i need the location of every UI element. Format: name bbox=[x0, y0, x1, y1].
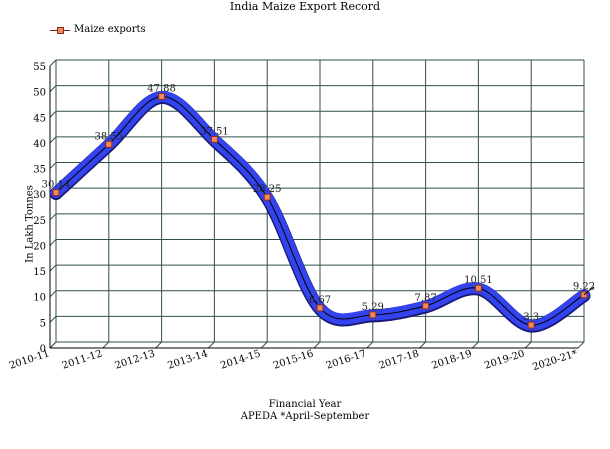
x-tick-label: 2012-13 bbox=[114, 348, 157, 371]
v-gridline-depth bbox=[49, 341, 57, 349]
x-tick-label: 2020-21* bbox=[531, 348, 579, 373]
data-point-marker bbox=[316, 304, 324, 312]
v-gridline-depth bbox=[313, 341, 321, 349]
data-point-marker bbox=[210, 135, 218, 143]
data-label: 28.25 bbox=[253, 184, 282, 195]
v-gridline-depth bbox=[419, 341, 426, 349]
v-gridline-depth bbox=[577, 341, 585, 349]
y-tick-label: 50 bbox=[33, 88, 46, 99]
x-tick-label: 2013-14 bbox=[166, 348, 209, 371]
data-label: 9.22 bbox=[573, 282, 595, 293]
h-gridline-depth bbox=[49, 59, 57, 67]
h-gridline-depth bbox=[49, 290, 57, 298]
x-tick-label: 2019-20 bbox=[483, 348, 526, 371]
v-gridline-depth bbox=[155, 341, 162, 349]
legend-marker-icon bbox=[50, 25, 70, 35]
data-point-marker bbox=[105, 140, 113, 148]
y-tick-label: 35 bbox=[33, 165, 46, 176]
data-label: 38.55 bbox=[94, 131, 123, 142]
data-label: 7.87 bbox=[414, 293, 436, 304]
y-tick-label: 20 bbox=[33, 241, 46, 252]
series-tail bbox=[583, 286, 595, 296]
h-gridline-depth bbox=[49, 213, 57, 221]
v-gridline-depth bbox=[260, 341, 268, 349]
y-tick-label: 15 bbox=[33, 267, 46, 278]
y-axis-label: In Lakh Tonnes bbox=[24, 185, 36, 263]
y-tick-label: 55 bbox=[33, 62, 46, 73]
data-label: 10.51 bbox=[464, 275, 493, 286]
data-label: 6.67 bbox=[309, 295, 331, 306]
h-gridline-depth bbox=[49, 264, 57, 272]
h-gridline-depth bbox=[49, 85, 57, 92]
y-tick-label: 10 bbox=[33, 293, 46, 304]
data-point-marker bbox=[474, 284, 482, 292]
x-tick-label: 2017-18 bbox=[378, 348, 421, 371]
v-gridline-depth bbox=[208, 341, 215, 349]
data-point-marker bbox=[263, 193, 271, 201]
chart-title: India Maize Export Record bbox=[229, 0, 381, 13]
data-point-marker bbox=[422, 302, 430, 310]
data-label: 5.29 bbox=[362, 302, 384, 313]
x-tick-label: 2016-17 bbox=[325, 348, 368, 371]
x-axis-label: Financial Year bbox=[268, 399, 342, 410]
data-label: 30.14 bbox=[42, 180, 71, 191]
h-gridline-depth bbox=[49, 239, 57, 246]
data-label: 47.88 bbox=[147, 84, 176, 95]
chart-subtitle: APEDA *April-September bbox=[240, 411, 370, 422]
y-tick-label: 40 bbox=[33, 139, 46, 150]
y-tick-label: 30 bbox=[33, 190, 46, 201]
x-tick-label: 2015-16 bbox=[272, 348, 315, 371]
y-tick-label: 0 bbox=[40, 344, 46, 355]
v-gridline-depth bbox=[366, 341, 374, 349]
data-label: 37.51 bbox=[200, 126, 229, 137]
x-tick-label: 2018-19 bbox=[430, 348, 473, 371]
v-gridline-depth bbox=[472, 341, 479, 349]
data-point-marker bbox=[52, 189, 60, 197]
y-tick-label: 25 bbox=[33, 216, 46, 227]
data-point-marker bbox=[527, 321, 535, 329]
y-tick-label: 45 bbox=[33, 113, 46, 124]
series-line bbox=[55, 96, 585, 326]
data-point-marker bbox=[158, 93, 166, 101]
x-tick-label: 2010-11 bbox=[8, 348, 51, 371]
v-gridline-depth bbox=[524, 341, 532, 349]
h-gridline-depth bbox=[49, 162, 57, 169]
h-gridline-depth bbox=[49, 136, 57, 144]
legend: Maize exports bbox=[50, 24, 146, 35]
x-tick-label: 2014-15 bbox=[219, 348, 262, 371]
y-tick-label: 5 bbox=[40, 318, 46, 329]
x-tick-label: 2011-12 bbox=[61, 348, 104, 371]
data-label: 3.3 bbox=[523, 312, 539, 323]
h-gridline-depth bbox=[49, 110, 57, 118]
data-point-marker bbox=[369, 311, 377, 319]
legend-label: Maize exports bbox=[74, 24, 146, 35]
v-gridline-depth bbox=[102, 341, 110, 349]
h-gridline-depth bbox=[49, 316, 57, 323]
